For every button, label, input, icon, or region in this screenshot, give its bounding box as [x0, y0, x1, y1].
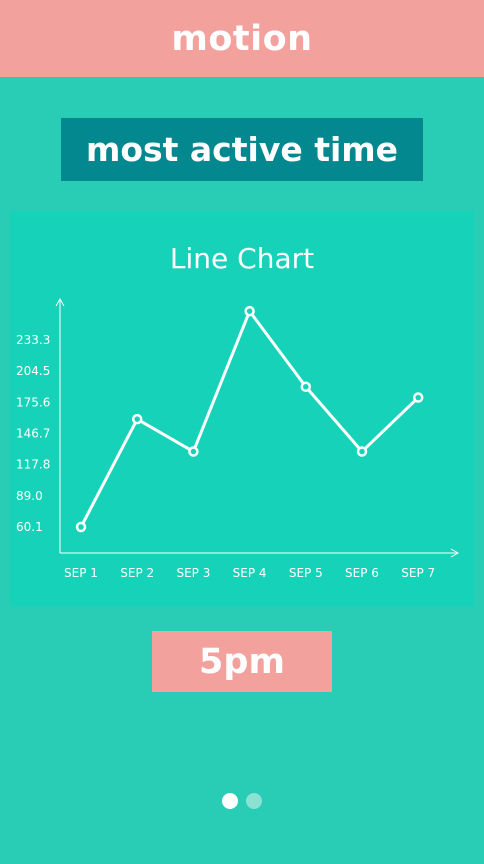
chart-series [75, 305, 424, 533]
data-point [188, 446, 199, 457]
x-tick-labels: SEP 1 SEP 2 SEP 3 SEP 4 SEP 5 SEP 6 SEP 7 [64, 566, 435, 580]
x-axis-arrow [450, 548, 460, 558]
y-tick-labels: 60.1 89.0 117.8 146.7 175.6 204.5 233.3 [16, 333, 50, 534]
subtitle-label: most active time [85, 130, 399, 169]
series-line [79, 309, 420, 528]
header-title: motion [171, 18, 313, 59]
line-chart: Line Chart 60.1 89.0 117.8 146.7 175.6 204.5 2… [16, 242, 460, 580]
result-value: 5pm [199, 641, 285, 682]
y-axis-arrow [55, 297, 65, 307]
y-tick-label: 89.0 [16, 489, 43, 503]
y-tick-label: 175.6 [16, 395, 50, 409]
chart-axes [55, 297, 460, 558]
y-tick-label: 233.3 [16, 333, 50, 347]
x-tick-label: SEP 4 [233, 566, 267, 580]
y-tick-label: 146.7 [16, 427, 50, 441]
page-dot[interactable] [246, 793, 262, 809]
result-badge: 5pm [152, 631, 332, 692]
x-tick-label: SEP 1 [64, 566, 98, 580]
data-point [131, 413, 143, 425]
page-indicator [0, 793, 484, 809]
data-point [300, 381, 312, 392]
header-bar: motion [0, 0, 484, 77]
x-tick-label: SEP 5 [289, 566, 323, 580]
data-point [75, 521, 87, 533]
y-tick-label: 117.8 [16, 458, 50, 472]
y-tick-label: 204.5 [16, 364, 50, 378]
x-tick-label: SEP 3 [176, 566, 210, 580]
chart-title: Line Chart [170, 242, 314, 275]
x-tick-label: SEP 6 [345, 566, 379, 580]
page-dot[interactable] [222, 793, 238, 809]
data-point [244, 305, 255, 317]
data-point [356, 446, 368, 457]
subtitle-banner: most active time [61, 118, 423, 181]
x-tick-label: SEP 7 [401, 566, 435, 580]
chart-card: Line Chart 60.1 89.0 117.8 146.7 175.6 204.5 2… [10, 211, 474, 606]
data-point [412, 392, 424, 403]
x-tick-label: SEP 2 [120, 566, 154, 580]
y-tick-label: 60.1 [16, 520, 43, 534]
